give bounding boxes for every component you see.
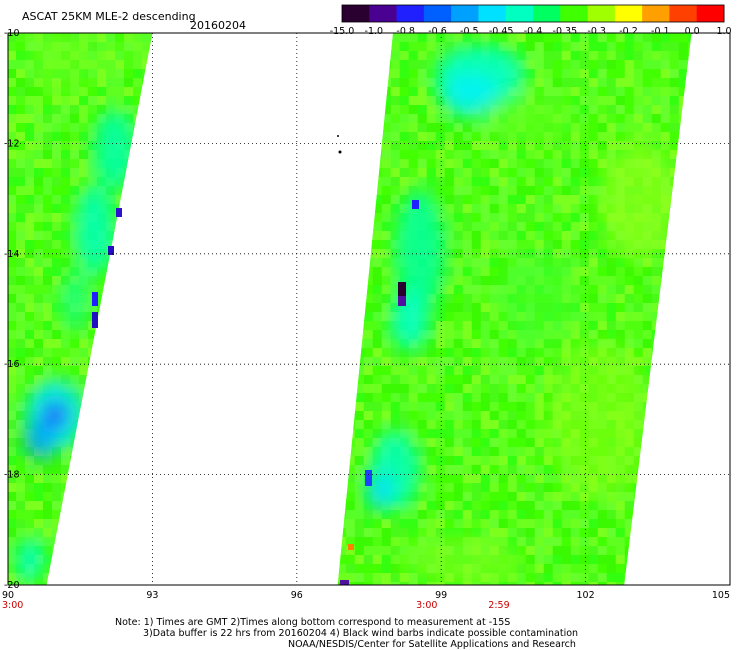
note-line-2: 3)Data buffer is 22 hrs from 20160204 4)… — [143, 628, 578, 639]
map-frame — [7, 32, 731, 586]
colorbar-tick-label: -0.8 — [396, 26, 415, 37]
contamination-cell — [412, 200, 419, 209]
colorbar-swatch — [478, 5, 507, 22]
longitude-tick-label: 90 — [2, 590, 14, 601]
colorbar-swatch — [423, 5, 452, 22]
latitude-tick-label: -18 — [4, 470, 20, 481]
pass-time-label: 2:59 — [488, 600, 509, 611]
pass-time-labels: 3:00 3:00 2:59 — [2, 600, 510, 611]
colorbar-swatch — [669, 5, 698, 22]
swath-west — [8, 33, 153, 585]
colorbar-swatch — [642, 5, 670, 22]
colorbar-swatch — [369, 5, 398, 22]
contamination-cell — [340, 580, 349, 585]
latitude-tick-label: -10 — [4, 28, 20, 39]
colorbar-tick-label: -0.4 — [524, 26, 543, 37]
latitude-tick-label: -16 — [4, 359, 20, 370]
pass-time-label: 3:00 — [416, 600, 437, 611]
colorbar-swatch — [696, 5, 725, 22]
contamination-marks — [92, 200, 419, 585]
colorbar-swatch — [533, 5, 561, 22]
map-panel: -10-12-14-16-18-20 90 93 96 99 102 105 3:00 3:… — [2, 28, 731, 611]
colorbar-tick-label: -0.5 — [460, 26, 479, 37]
island-marker — [337, 135, 342, 154]
colorbar-swatch — [560, 5, 589, 22]
gridlines — [8, 33, 730, 585]
contamination-cell — [108, 246, 114, 255]
colorbar-tick-label: -1.0 — [365, 26, 384, 37]
colorbar-tick-label: -0.1 — [651, 26, 670, 37]
colorbar-swatch — [451, 5, 479, 22]
contamination-cell — [348, 544, 354, 550]
latitude-tick-label: -12 — [4, 138, 20, 149]
colorbar-labels: -15.0 -1.0 -0.8 -0.6 -0.5 -0.45 -0.4 -0.35 -0.3 -… — [330, 26, 732, 37]
product-date: 20160204 — [190, 19, 246, 32]
latitude-labels: -10 -12 -14 -16 -18 -20 — [4, 28, 20, 591]
colorbar-tick-label: -0.3 — [587, 26, 606, 37]
note-line-3: NOAA/NESDIS/Center for Satellite Applica… — [288, 639, 576, 650]
contamination-cell — [92, 292, 98, 306]
colorbar-tick-label: -0.2 — [619, 26, 638, 37]
pass-time-label: 3:00 — [2, 600, 23, 611]
swath-east — [337, 33, 692, 585]
colorbar-tick-label: 1.0 — [716, 26, 731, 37]
longitude-tick-label: 93 — [146, 590, 158, 601]
product-title: ASCAT 25KM MLE-2 descending — [22, 10, 196, 23]
contamination-cell — [398, 282, 406, 296]
longitude-tick-label: 96 — [291, 590, 303, 601]
longitude-tick-label: 99 — [435, 590, 447, 601]
longitude-tick-label: 102 — [577, 590, 595, 601]
latitude-tick-label: -14 — [4, 249, 20, 260]
longitude-tick-label: 105 — [712, 590, 730, 601]
colorbar-swatch — [396, 5, 425, 22]
longitude-labels: 90 93 96 99 102 105 — [2, 590, 730, 601]
colorbar-swatch — [505, 5, 534, 22]
colorbar-tick-label: 0.0 — [685, 26, 700, 37]
contamination-cell — [365, 470, 372, 486]
colorbar-tick-label: -0.45 — [489, 26, 514, 37]
colorbar-swatch — [614, 5, 643, 22]
note-line-1: Note: 1) Times are GMT 2)Times along bot… — [115, 617, 510, 628]
colorbar-tick-label: -0.6 — [428, 26, 447, 37]
colorbar-tick-label: -0.35 — [553, 26, 578, 37]
contamination-cell — [398, 296, 406, 306]
colorbar — [341, 4, 725, 23]
colorbar-swatch — [342, 5, 370, 22]
contamination-cell — [92, 312, 98, 328]
latitude-tick-label: -20 — [4, 580, 20, 591]
colorbar-swatch — [587, 5, 616, 22]
colorbar-tick-label: -15.0 — [330, 26, 355, 37]
contamination-cell — [116, 208, 122, 217]
